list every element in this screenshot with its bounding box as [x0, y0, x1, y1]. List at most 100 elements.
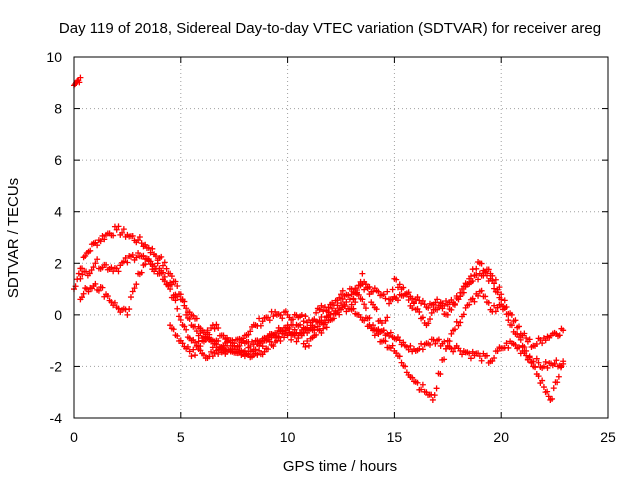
data-point — [135, 249, 142, 256]
data-point — [339, 287, 346, 294]
data-point — [120, 258, 127, 265]
data-point — [270, 343, 277, 350]
data-point — [202, 336, 209, 343]
data-point — [393, 276, 400, 283]
data-point — [451, 300, 458, 307]
data-point — [94, 256, 101, 263]
data-point — [329, 305, 336, 312]
data-point — [145, 244, 152, 251]
data-point — [418, 386, 425, 393]
data-point — [127, 294, 134, 301]
data-point — [168, 273, 175, 280]
data-point — [124, 311, 131, 318]
data-point — [410, 300, 417, 307]
data-point — [138, 269, 145, 276]
data-point — [550, 385, 557, 392]
data-point — [425, 304, 432, 311]
data-point — [83, 268, 90, 275]
data-point — [516, 323, 522, 330]
data-point — [375, 330, 382, 337]
data-point — [284, 332, 291, 339]
data-point — [430, 336, 437, 343]
data-point — [380, 291, 387, 298]
data-point — [213, 321, 220, 328]
data-point — [526, 336, 533, 343]
data-point — [434, 296, 441, 303]
data-point — [300, 340, 307, 347]
x-tick-label: 5 — [177, 429, 185, 445]
data-point — [245, 344, 252, 351]
data-point — [501, 305, 508, 312]
data-point — [318, 302, 325, 309]
data-point — [501, 297, 508, 304]
data-point — [478, 357, 485, 364]
data-point — [469, 348, 476, 355]
data-point — [382, 295, 389, 302]
data-point — [161, 278, 168, 285]
data-point — [263, 337, 270, 344]
data-point — [373, 327, 380, 334]
data-point — [168, 281, 175, 288]
data-point — [544, 364, 551, 371]
data-point — [433, 385, 440, 392]
data-point — [491, 280, 498, 287]
data-point — [554, 379, 561, 386]
data-point — [288, 336, 295, 343]
data-point — [512, 341, 519, 348]
data-point — [165, 283, 172, 290]
x-tick-label: 15 — [387, 429, 403, 445]
data-point — [517, 336, 524, 343]
data-point — [332, 310, 339, 317]
data-point — [378, 320, 385, 327]
data-point — [409, 295, 416, 302]
data-point — [115, 223, 122, 230]
data-point — [300, 318, 307, 325]
data-point — [402, 363, 409, 370]
data-point — [545, 393, 552, 400]
data-point — [131, 285, 138, 292]
data-point — [213, 337, 220, 344]
data-point — [444, 311, 451, 318]
y-tick-label: 2 — [54, 255, 62, 271]
data-point — [318, 313, 325, 320]
data-point — [540, 363, 547, 370]
data-point — [192, 352, 199, 359]
data-point — [275, 334, 282, 341]
data-point — [448, 330, 455, 337]
data-point — [318, 329, 325, 336]
data-point — [220, 332, 227, 339]
x-axis: 0 5 10 15 20 25 — [70, 57, 616, 445]
data-point — [176, 291, 183, 298]
data-point — [555, 373, 562, 380]
data-point — [313, 331, 320, 338]
data-point — [108, 299, 115, 306]
data-point — [429, 396, 436, 403]
x-tick-label: 25 — [600, 429, 616, 445]
data-point — [498, 291, 505, 298]
data-point — [133, 254, 140, 261]
data-point — [503, 311, 510, 318]
data-point — [149, 245, 156, 252]
data-point — [396, 353, 403, 360]
data-point — [254, 351, 261, 358]
data-point — [313, 318, 320, 325]
data-point — [92, 260, 99, 267]
data-point — [394, 334, 401, 341]
data-point — [498, 301, 505, 308]
data-point — [466, 301, 473, 308]
data-point — [533, 340, 540, 347]
data-point — [179, 296, 186, 303]
x-tick-label: 0 — [70, 429, 78, 445]
data-point — [498, 296, 505, 303]
data-point — [366, 314, 373, 321]
y-tick-label: -4 — [50, 410, 63, 426]
data-point — [556, 332, 563, 339]
data-point — [129, 232, 136, 239]
data-point — [339, 296, 346, 303]
data-point — [236, 348, 243, 355]
data-point — [298, 311, 305, 318]
data-point — [443, 297, 450, 304]
data-point — [370, 301, 377, 308]
data-point — [354, 289, 361, 296]
